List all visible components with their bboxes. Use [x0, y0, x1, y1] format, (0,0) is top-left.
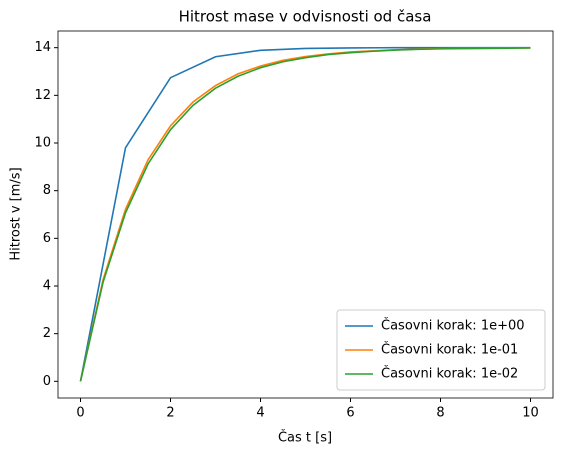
- y-tick-label: 10: [34, 136, 51, 151]
- legend-label: Časovni korak: 1e+00: [381, 318, 525, 334]
- y-tick-label: 6: [43, 231, 51, 246]
- y-axis-label: Hitrost v [m/s]: [9, 167, 24, 260]
- legend-label: Časovni korak: 1e-02: [381, 366, 518, 382]
- x-tick-label: 6: [346, 406, 354, 421]
- y-tick-label: 2: [43, 326, 51, 341]
- plot-frame: [57, 30, 554, 399]
- series-line: [79, 47, 531, 382]
- legend-box: [336, 309, 546, 391]
- y-tick-label: 4: [43, 278, 51, 293]
- y-tick-label: 0: [43, 374, 51, 389]
- x-axis-label: Čas t [s]: [278, 430, 332, 446]
- y-tick-label: 8: [43, 183, 51, 198]
- y-tick-label: 14: [34, 40, 51, 55]
- y-tick-label: 12: [34, 88, 51, 103]
- x-tick-label: 0: [76, 406, 84, 421]
- legend-label: Časovni korak: 1e-01: [381, 342, 518, 358]
- chart-title: Hitrost mase v odvisnosti od časa: [179, 8, 432, 26]
- x-tick-label: 10: [522, 406, 539, 421]
- x-tick-label: 4: [256, 406, 264, 421]
- x-tick-label: 2: [166, 406, 174, 421]
- x-tick-label: 8: [436, 406, 444, 421]
